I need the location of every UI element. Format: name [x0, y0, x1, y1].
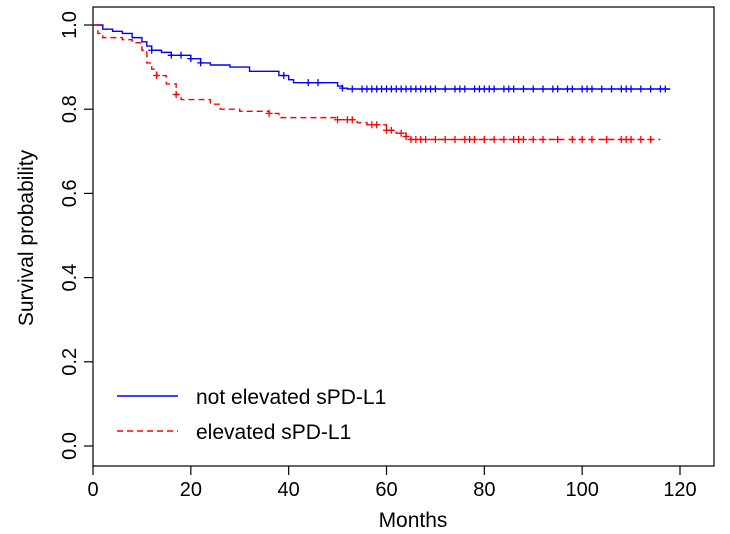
series-0	[93, 24, 671, 93]
censor-mark	[568, 85, 576, 93]
censor-mark	[500, 136, 508, 144]
censor-mark	[519, 85, 527, 93]
censor-mark	[554, 85, 562, 93]
censor-mark	[422, 136, 430, 144]
x-tick-label: 120	[663, 479, 696, 501]
censor-mark	[627, 85, 635, 93]
y-tick-label: 1.0	[59, 11, 81, 39]
censor-mark	[348, 116, 356, 124]
censor-mark	[172, 90, 180, 98]
censor-mark	[578, 136, 586, 144]
censor-mark	[461, 85, 469, 93]
censor-mark	[608, 85, 616, 93]
censor-mark	[431, 136, 439, 144]
censor-mark	[554, 136, 562, 144]
censor-mark	[334, 116, 342, 124]
censor-mark	[480, 136, 488, 144]
censor-mark	[373, 121, 381, 129]
censor-mark	[338, 84, 346, 92]
censor-mark	[197, 59, 205, 67]
y-tick-label: 0.0	[59, 432, 81, 460]
censor-mark	[397, 129, 405, 137]
censor-mark	[314, 79, 322, 87]
censor-mark	[490, 85, 498, 93]
censor-mark	[280, 72, 288, 80]
censor-mark	[265, 109, 273, 117]
censor-mark	[431, 85, 439, 93]
censor-mark	[588, 85, 596, 93]
censor-mark	[348, 85, 356, 93]
legend-label-not-elevated: not elevated sPD-L1	[196, 386, 386, 409]
censor-mark	[510, 85, 518, 93]
x-tick-label: 80	[473, 479, 495, 501]
censor-mark	[539, 136, 547, 144]
censor-mark	[529, 85, 537, 93]
series-1	[93, 24, 661, 144]
censor-mark	[153, 72, 161, 80]
x-tick-label: 60	[375, 479, 397, 501]
censor-mark	[603, 136, 611, 144]
y-axis: 0.0 0.2 0.4 0.6 0.8 1.0	[59, 11, 93, 460]
x-axis-title: Months	[379, 509, 448, 532]
x-tick-label: 20	[180, 479, 202, 501]
censor-mark	[637, 136, 645, 144]
censor-mark	[627, 136, 635, 144]
x-tick-label: 100	[565, 479, 598, 501]
x-tick-label: 40	[278, 479, 300, 501]
legend-label-elevated: elevated sPD-L1	[196, 421, 351, 444]
y-tick-label: 0.4	[59, 264, 81, 292]
censor-mark	[451, 136, 459, 144]
censor-mark	[568, 136, 576, 144]
censor-mark	[441, 136, 449, 144]
series-line	[93, 24, 661, 141]
y-tick-label: 0.2	[59, 348, 81, 376]
censor-mark	[539, 85, 547, 93]
censor-mark	[304, 79, 312, 87]
censor-mark	[490, 136, 498, 144]
censor-mark	[598, 85, 606, 93]
censor-mark	[519, 136, 527, 144]
censor-mark	[441, 85, 449, 93]
censor-mark	[661, 85, 669, 93]
censor-mark	[148, 46, 156, 54]
x-axis: 0 20 40 60 80 100 120	[87, 466, 697, 501]
plot-frame	[92, 6, 715, 467]
legend: not elevated sPD-L1 elevated sPD-L1	[117, 386, 386, 444]
y-tick-label: 0.6	[59, 179, 81, 207]
censor-mark	[471, 136, 479, 144]
censor-mark	[387, 126, 395, 134]
y-axis-title: Survival probability	[15, 149, 38, 326]
series-line	[93, 24, 671, 90]
censor-mark	[177, 51, 185, 59]
censor-mark	[637, 85, 645, 93]
censor-mark	[402, 133, 410, 141]
censor-mark	[167, 51, 175, 59]
censor-mark	[588, 136, 596, 144]
censor-mark	[187, 55, 195, 63]
censor-mark	[647, 136, 655, 144]
censor-mark	[647, 85, 655, 93]
series-layer	[93, 24, 671, 144]
y-tick-label: 0.8	[59, 95, 81, 123]
x-tick-label: 0	[87, 479, 98, 501]
censor-mark	[529, 136, 537, 144]
